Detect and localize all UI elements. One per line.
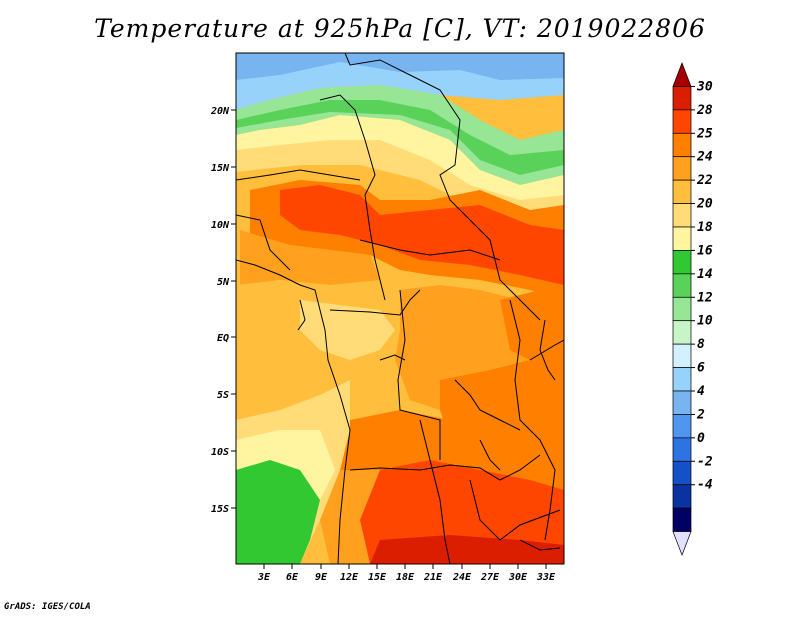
colorbar-swatch [672, 62, 692, 87]
colorbar-swatch [672, 179, 692, 204]
political-boundaries [236, 53, 564, 564]
lon-tick-label: 18E [396, 572, 415, 583]
lat-tick-label: 10S [211, 447, 229, 458]
colorbar-swatch [672, 226, 692, 251]
lon-tick-label: 27E [480, 572, 500, 583]
colorbar-label: 28 [696, 103, 713, 118]
colorbar-label: 24 [696, 150, 713, 165]
colorbar-label: 16 [697, 243, 713, 258]
colorbar-swatch [672, 414, 692, 439]
colorbar-swatch [672, 273, 692, 298]
colorbar-label: 4 [697, 384, 705, 399]
latitude-labels: 20N 15N 10N 5N EQ 5S 10S 15S [210, 106, 230, 515]
colorbar-swatch [672, 320, 692, 345]
colorbar-label: 6 [697, 361, 705, 376]
credit-text: GrADS: IGES/COLA [4, 602, 91, 612]
lat-tick-label: 15S [211, 504, 229, 515]
map-title: Temperature at 925hPa [C], VT: 201902280… [94, 14, 706, 43]
lat-tick-label: 5S [217, 390, 229, 401]
lon-tick-label: 9E [315, 572, 328, 583]
longitude-axis [263, 564, 547, 569]
lon-tick-label: 21E [423, 572, 443, 583]
colorbar-label: 8 [697, 337, 705, 352]
colorbar-swatch [672, 531, 692, 556]
lon-tick-label: 24E [452, 572, 472, 583]
colorbar-label: 22 [696, 173, 713, 188]
lon-tick-label: 6E [286, 572, 299, 583]
colorbar-swatch [672, 203, 692, 228]
longitude-labels: 3E 6E 9E 12E 15E 18E 21E 24E 27E 30E 33E [257, 572, 556, 583]
lat-tick-label: 15N [211, 163, 230, 174]
colorbar-label: 25 [696, 126, 713, 141]
temperature-field [236, 53, 564, 564]
colorbar-swatch [672, 507, 692, 532]
colorbar-swatch [672, 367, 692, 392]
colorbar-label: 18 [697, 220, 713, 235]
map-frame [235, 52, 565, 565]
colorbar-label: 10 [697, 314, 713, 329]
lat-tick-label: 5N [217, 277, 230, 288]
colorbar-swatch [672, 86, 692, 111]
colorbar-label: 20 [696, 197, 713, 212]
colorbar-swatch [672, 156, 692, 181]
colorbar-swatch [672, 343, 692, 368]
lat-tick-label: EQ [217, 333, 229, 344]
colorbar-label: 2 [696, 407, 705, 422]
colorbar-label: 30 [696, 79, 713, 94]
lat-tick-label: 10N [211, 220, 230, 231]
colorbar-swatch [672, 390, 692, 415]
lon-tick-label: 33E [536, 572, 556, 583]
colorbar-label: 14 [697, 267, 713, 282]
colorbar-swatch [672, 109, 692, 134]
colorbar-label: 0 [697, 431, 705, 446]
colorbar-label: -2 [697, 454, 713, 469]
colorbar-swatch [672, 296, 692, 322]
colorbar-swatch [672, 132, 692, 158]
colorbar-swatch [672, 484, 692, 509]
colorbar-swatch [672, 250, 692, 275]
lon-tick-label: 12E [340, 572, 359, 583]
lon-tick-label: 15E [368, 572, 387, 583]
colorbar-swatch [672, 437, 692, 462]
lon-tick-label: 3E [257, 572, 271, 583]
colorbar-swatch [672, 460, 692, 486]
colorbar-label: 12 [697, 290, 713, 305]
latitude-axis [231, 109, 236, 509]
lon-tick-label: 30E [508, 572, 528, 583]
colorbar-label: -4 [697, 478, 713, 493]
lat-tick-label: 20N [210, 106, 230, 117]
